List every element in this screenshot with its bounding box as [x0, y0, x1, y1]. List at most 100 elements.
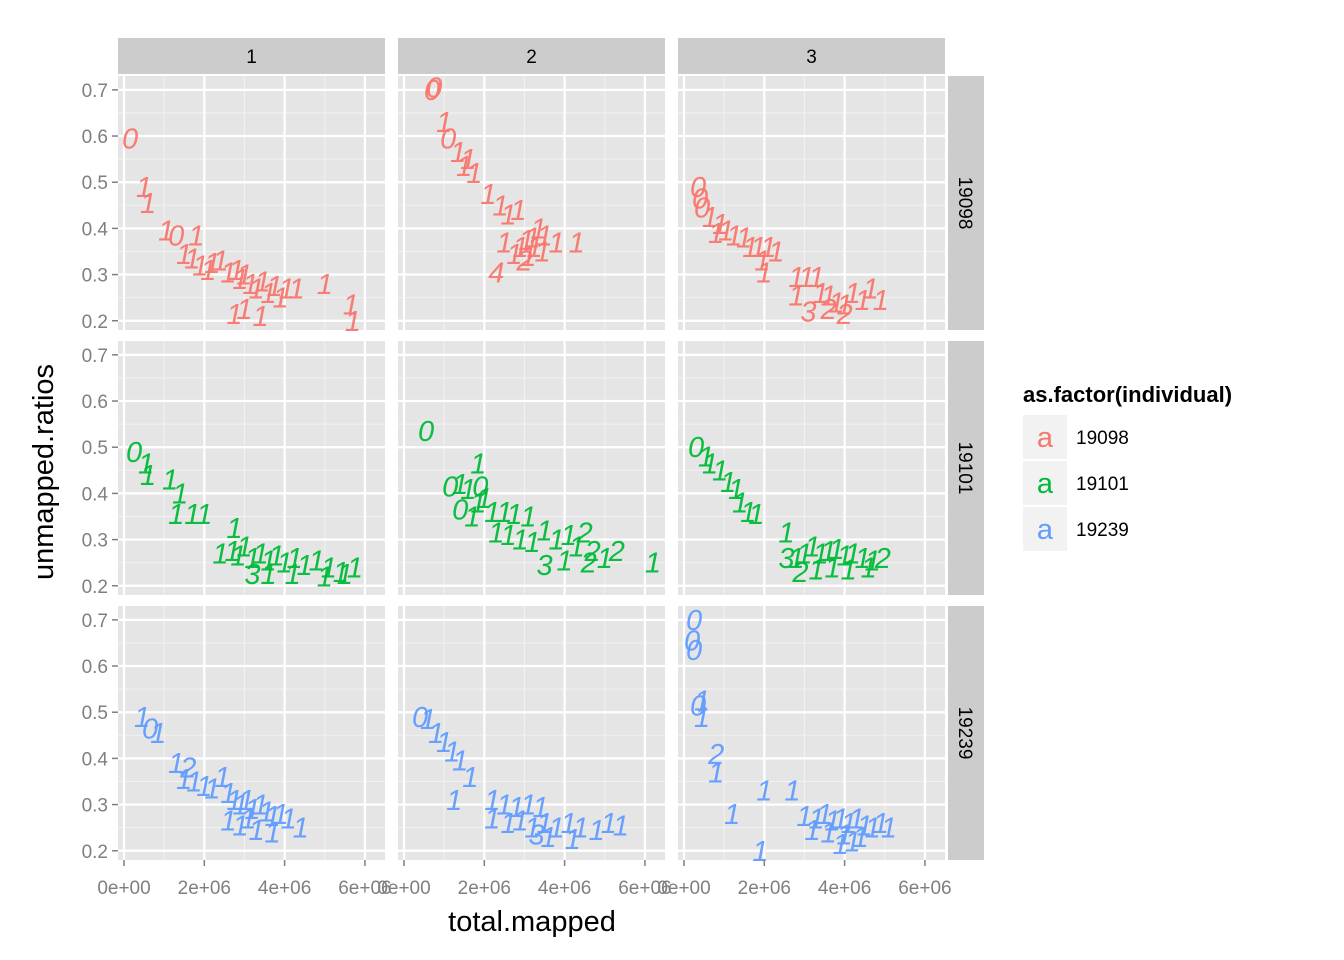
data-point: 1 [796, 538, 812, 570]
data-point: 1 [784, 776, 800, 808]
strip-label: 19098 [954, 177, 975, 230]
legend: as.factor(individual) a 19098 a 19101 a 19239 [1023, 382, 1232, 551]
y-tick-label: 0.5 [82, 173, 108, 194]
data-point: 1 [204, 248, 220, 280]
data-point: 1 [561, 520, 577, 552]
data-point: 1 [258, 797, 274, 829]
y-axis-row-2: 0.2 0.3 0.4 0.5 0.6 0.7 [82, 346, 118, 598]
data-point: 1 [220, 257, 236, 289]
data-point: 1 [260, 559, 276, 591]
data-point: 1 [808, 803, 824, 835]
data-point: 1 [230, 541, 246, 573]
data-point: 1 [549, 525, 565, 557]
y-tick-label: 0.3 [82, 531, 108, 552]
data-point: 1 [168, 748, 184, 780]
data-point: 1 [470, 448, 486, 480]
data-point: 4 [488, 257, 504, 289]
data-point: 1 [252, 301, 268, 333]
data-point: 1 [512, 525, 528, 557]
data-point: 1 [297, 550, 313, 582]
data-point: 1 [855, 285, 871, 317]
y-tick-label: 0.5 [82, 703, 108, 724]
data-point: 1 [192, 250, 208, 282]
data-point: 1 [196, 771, 212, 803]
data-point: 0 [684, 626, 700, 658]
data-point: 1 [788, 280, 804, 312]
data-point: 1 [788, 262, 804, 294]
data-point: 1 [248, 273, 264, 305]
legend-key [1023, 507, 1067, 551]
panel-background [678, 76, 945, 330]
data-point: 1 [534, 236, 550, 268]
data-point: 2 [179, 753, 196, 785]
data-point: 1 [420, 704, 436, 736]
data-point: 1 [232, 790, 248, 822]
data-point: 1 [488, 518, 504, 550]
legend-key [1023, 461, 1067, 505]
data-point: 1 [796, 801, 812, 833]
data-point: 1 [289, 273, 305, 305]
data-point: 1 [188, 220, 204, 252]
data-point: 1 [816, 799, 832, 831]
data-point: 1 [808, 555, 824, 587]
data-point: 1 [718, 216, 734, 248]
data-point: 1 [565, 824, 581, 856]
legend-label: 19101 [1076, 474, 1129, 495]
data-point: 1 [450, 137, 466, 169]
data-point: 2 [608, 536, 625, 568]
data-point: 0 [142, 713, 158, 745]
strip-label: 19239 [954, 707, 975, 760]
data-point: 1 [536, 220, 552, 252]
x-tick-label: 4e+06 [258, 878, 311, 899]
data-point: 2 [819, 294, 836, 326]
data-point: 1 [861, 552, 877, 584]
data-point: 1 [184, 243, 200, 275]
data-point: 1 [518, 225, 534, 257]
data-point: 1 [267, 271, 283, 303]
data-point: 1 [204, 773, 220, 805]
data-point: 1 [873, 285, 889, 317]
data-point: 1 [752, 836, 768, 868]
data-point: 1 [613, 810, 629, 842]
data-point: 2 [874, 543, 891, 575]
legend-entries: a 19098 a 19101 a 19239 [1023, 415, 1129, 551]
data-point: 1 [273, 283, 289, 315]
strip-label: 19101 [954, 442, 975, 495]
data-point: 1 [694, 702, 710, 734]
data-point: 1 [536, 515, 552, 547]
data-point: 1 [589, 815, 605, 847]
data-point: 1 [500, 520, 516, 552]
x-axis-title: total.mapped [448, 906, 616, 938]
data-point: 3 [536, 550, 552, 582]
data-point: 1 [756, 257, 772, 289]
data-point: 1 [532, 792, 548, 824]
y-tick-label: 0.2 [82, 577, 108, 598]
data-point: 1 [236, 532, 252, 564]
data-point: 1 [496, 497, 512, 529]
data-point: 1 [470, 488, 486, 520]
data-point: 1 [845, 827, 861, 859]
data-point: 1 [436, 107, 452, 139]
data-point: 1 [172, 478, 188, 510]
data-point: 1 [444, 736, 460, 768]
data-point: 1 [833, 803, 849, 835]
data-point: 2 [515, 246, 532, 278]
strip-background [398, 38, 665, 74]
data-point: 1 [820, 280, 836, 312]
data-point: 1 [506, 499, 522, 531]
data-point: 1 [742, 232, 758, 264]
data-point: 2 [576, 518, 593, 550]
data-point: 1 [536, 808, 552, 840]
data-point: 1 [238, 785, 254, 817]
x-tick-label: 4e+06 [818, 878, 871, 899]
data-point: 1 [804, 532, 820, 564]
data-point: 1 [466, 158, 482, 190]
data-point: 1 [520, 241, 536, 273]
data-point: 1 [510, 195, 526, 227]
x-axis-col-3: 0e+00 2e+06 4e+06 6e+06 [657, 860, 952, 899]
data-point: 1 [254, 267, 270, 299]
data-point: 1 [496, 790, 512, 822]
